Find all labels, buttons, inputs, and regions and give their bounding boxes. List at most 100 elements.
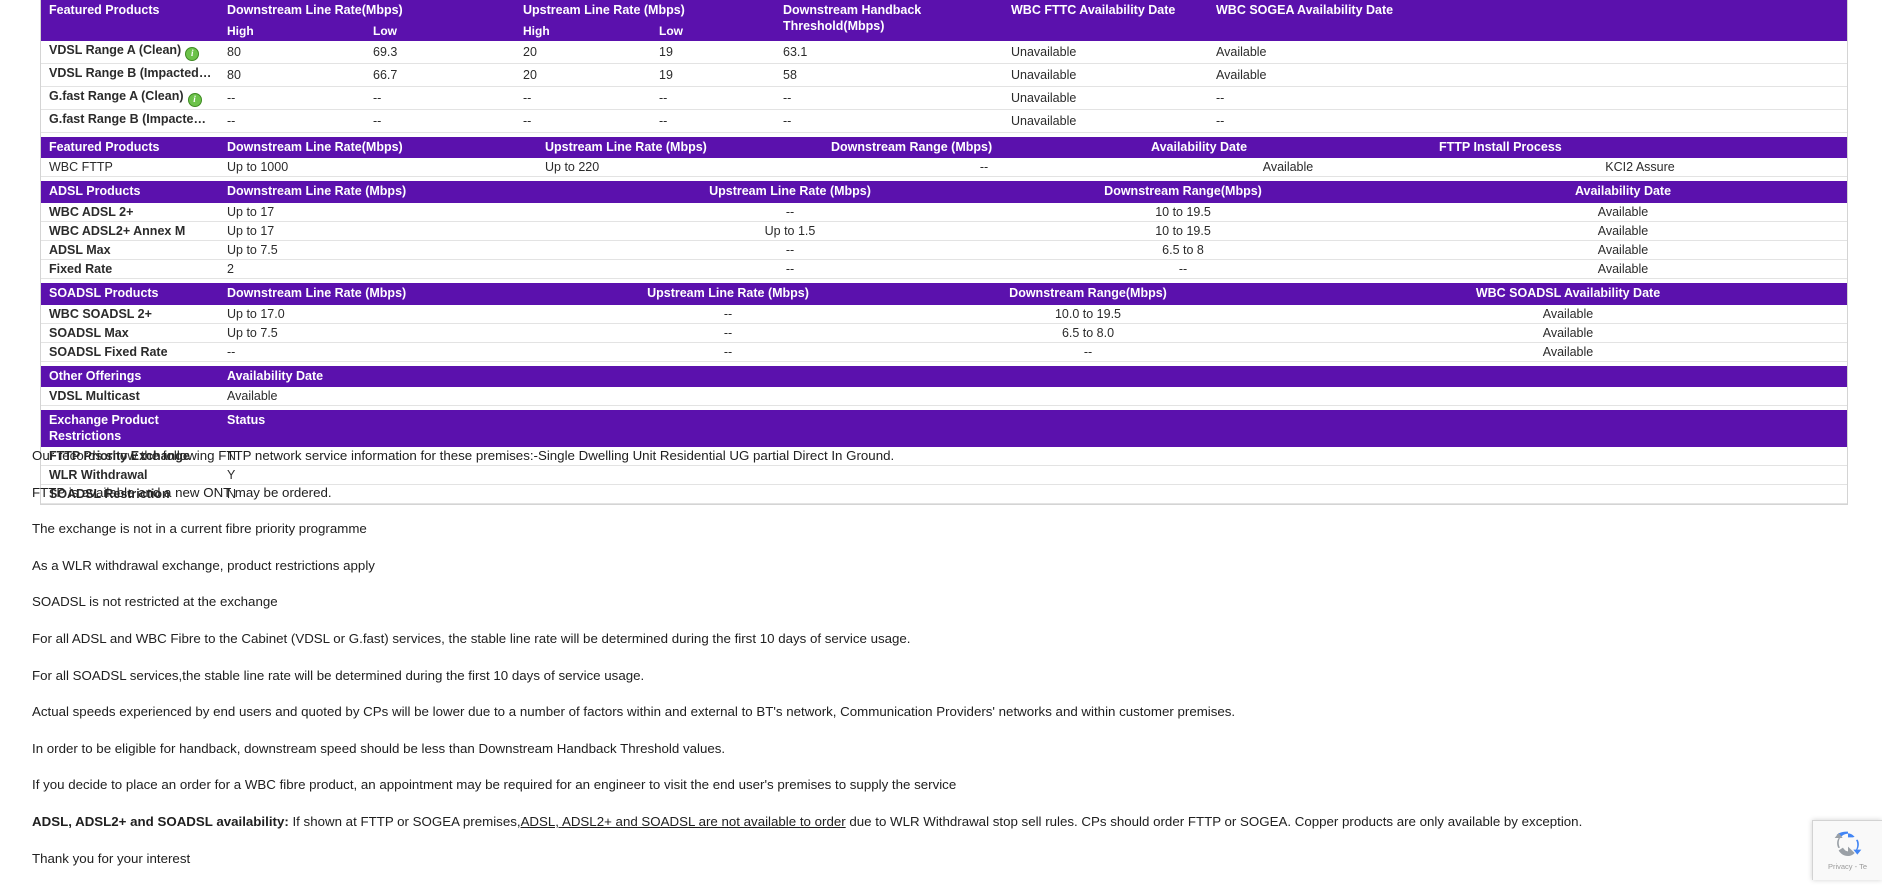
table-row: WBC SOADSL 2+ Up to 17.0 -- 10.0 to 19.5…: [41, 304, 1847, 324]
table-row: ADSL Max Up to 7.5 -- 6.5 to 8 Available: [41, 240, 1847, 260]
col-downstream-line-rate: Downstream Line Rate (Mbps): [219, 181, 611, 203]
product-label: G.fast Range A (Clean): [49, 88, 184, 103]
col-downstream-range: Downstream Range(Mbps): [967, 181, 1397, 203]
note-fibre-priority: The exchange is not in a current fibre p…: [32, 521, 367, 537]
col-soadsl-products: SOADSL Products: [41, 282, 219, 305]
note-adsl-availability-part2: due to WLR Withdrawal stop sell rules. C…: [845, 814, 1583, 830]
recaptcha-logo-icon: [1834, 831, 1861, 856]
table-featured-fttc: Featured Products Downstream Line Rate(M…: [41, 0, 1847, 133]
col-upstream-line-rate: Upstream Line Rate (Mbps): [567, 282, 887, 305]
product-label: VDSL Range A (Clean): [49, 42, 182, 57]
table-body: WBC ADSL 2+ Up to 17 -- 10 to 19.5 Avail…: [41, 202, 1847, 279]
col-upstream-high: High: [515, 21, 651, 41]
row-product-name: Fixed Rate: [41, 259, 219, 279]
cell-upstream-line-rate: --: [611, 202, 967, 222]
col-availability-date: Availability Date: [1397, 181, 1847, 203]
cell-downstream-line-rate: Up to 17: [219, 202, 611, 222]
cell-availability-date: Available: [1397, 259, 1847, 279]
cell-upstream-line-rate: --: [611, 259, 967, 279]
cell-upstream-line-rate: --: [611, 240, 967, 260]
table-row: Fixed Rate 2 -- -- Available: [41, 259, 1847, 279]
cell-downstream-range: 6.5 to 8.0: [887, 323, 1287, 343]
row-product-name: VDSL Multicast: [41, 387, 219, 407]
table-separator: [41, 132, 1847, 137]
col-downstream-handback-threshold: Downstream Handback Threshold(Mbps): [775, 0, 1003, 41]
table-header: ADSL Products Downstream Line Rate (Mbps…: [41, 181, 1847, 203]
table-separator: [41, 177, 1847, 182]
col-downstream-high: High: [219, 21, 365, 41]
table-body: VDSL Multicast Available: [41, 387, 1847, 407]
table-row: VDSL Range B (Impacted) i 80 66.7 20 19 5…: [41, 63, 1847, 87]
col-availability-date: Availability Date: [1143, 136, 1431, 159]
recaptcha-privacy-terms[interactable]: Privacy - Te: [1827, 862, 1868, 871]
note-adsl-availability: ADSL, ADSL2+ and SOADSL availability: If…: [32, 814, 1832, 831]
table-row: G.fast Range B (Impacted) i -- -- -- -- -…: [41, 109, 1847, 133]
row-product-name: ADSL Max: [41, 240, 219, 260]
table-row: SOADSL Restriction N: [41, 484, 1847, 505]
cell-downstream-high: 80: [219, 40, 365, 64]
col-downstream-range: Downstream Range (Mbps): [823, 136, 1143, 159]
note-handback-eligibility: In order to be eligible for handback, do…: [32, 740, 726, 756]
cell-sogea-availability: --: [1208, 109, 1847, 133]
table-featured-fttp: Featured Products Downstream Line Rate(M…: [41, 136, 1847, 178]
table-body: FTTP Priority Exchange N WLR Withdrawal …: [41, 447, 1847, 505]
cell-sogea-availability: Available: [1208, 63, 1847, 87]
note-wlr-withdrawal: As a WLR withdrawal exchange, product re…: [32, 557, 375, 573]
col-downstream-line-rate: Downstream Line Rate(Mbps): [219, 136, 537, 159]
cell-upstream-low: 19: [651, 40, 775, 64]
col-fttp-install-process: FTTP Install Process: [1431, 136, 1847, 159]
info-icon[interactable]: i: [185, 46, 200, 61]
cell-upstream-line-rate: Up to 220: [537, 158, 823, 178]
col-featured-products: Featured Products: [41, 0, 219, 41]
cell-downstream-low: 66.7: [365, 63, 515, 87]
table-row: G.fast Range A (Clean) i -- -- -- -- -- U…: [41, 86, 1847, 110]
note-stable-line-rate-soadsl: For all SOADSL services,the stable line …: [32, 667, 645, 683]
cell-downstream-range: 10.0 to 19.5: [887, 304, 1287, 324]
row-product-name: SOADSL Max: [41, 323, 219, 343]
cell-upstream-line-rate: --: [567, 323, 887, 343]
table-body: VDSL Range A (Clean) i 80 69.3 20 19 63.1…: [41, 40, 1847, 133]
note-adsl-availability-label: ADSL, ADSL2+ and SOADSL availability:: [32, 814, 289, 830]
cell-downstream-range: 10 to 19.5: [967, 221, 1397, 241]
row-product-name: WBC ADSL 2+: [41, 202, 219, 222]
col-upstream-line-rate: Upstream Line Rate (Mbps): [611, 181, 967, 203]
cell-downstream-range: --: [823, 158, 1143, 178]
table-header: Featured Products Downstream Line Rate(M…: [41, 0, 1847, 41]
note-soadsl-restriction: SOADSL is not restricted at the exchange: [32, 594, 278, 610]
cell-upstream-line-rate: --: [567, 304, 887, 324]
info-icon[interactable]: i: [209, 115, 219, 130]
table-other-offerings: Other Offerings Availability Date VDSL M…: [41, 365, 1847, 407]
product-label: G.fast Range B (Impacted): [49, 111, 206, 126]
col-adsl-products: ADSL Products: [41, 181, 219, 203]
cell-availability-date: Available: [1287, 342, 1847, 362]
table-header: SOADSL Products Downstream Line Rate (Mb…: [41, 282, 1847, 305]
cell-handback-threshold: --: [775, 86, 1003, 110]
col-availability-date: Availability Date: [219, 365, 1847, 388]
row-product-name: G.fast Range A (Clean) i: [41, 86, 219, 110]
note-adsl-availability-underline: ADSL, ADSL2+ and SOADSL are not availabl…: [520, 814, 846, 830]
recaptcha-badge[interactable]: Privacy - Te: [1812, 820, 1882, 880]
col-wbc-soadsl-availability-date: WBC SOADSL Availability Date: [1287, 282, 1847, 305]
cell-fttp-install-process: KCI2 Assure: [1431, 158, 1847, 178]
table-row: SOADSL Fixed Rate -- -- -- Available: [41, 342, 1847, 362]
cell-downstream-range: --: [967, 259, 1397, 279]
table-row: WBC ADSL 2+ Up to 17 -- 10 to 19.5 Avail…: [41, 202, 1847, 222]
cell-downstream-line-rate: 2: [219, 259, 611, 279]
cell-upstream-high: 20: [515, 63, 651, 87]
col-wbc-fttc-availability-date: WBC FTTC Availability Date: [1003, 0, 1208, 41]
cell-availability-date: Available: [1143, 158, 1431, 178]
cell-upstream-low: --: [651, 109, 775, 133]
cell-downstream-low: --: [365, 109, 515, 133]
cell-downstream-range: 10 to 19.5: [967, 202, 1397, 222]
info-icon[interactable]: i: [187, 92, 202, 107]
table-row: VDSL Multicast Available: [41, 387, 1847, 407]
cell-downstream-range: 6.5 to 8: [967, 240, 1397, 260]
row-product-name: WBC ADSL2+ Annex M: [41, 221, 219, 241]
col-wbc-sogea-availability-date: WBC SOGEA Availability Date: [1208, 0, 1847, 41]
cell-availability-date: Available: [1397, 221, 1847, 241]
col-downstream-low: Low: [365, 21, 515, 41]
col-downstream-line-rate: Downstream Line Rate(Mbps): [219, 0, 515, 22]
cell-upstream-low: --: [651, 86, 775, 110]
col-exchange-product-restrictions: Exchange Product Restrictions: [41, 410, 219, 448]
